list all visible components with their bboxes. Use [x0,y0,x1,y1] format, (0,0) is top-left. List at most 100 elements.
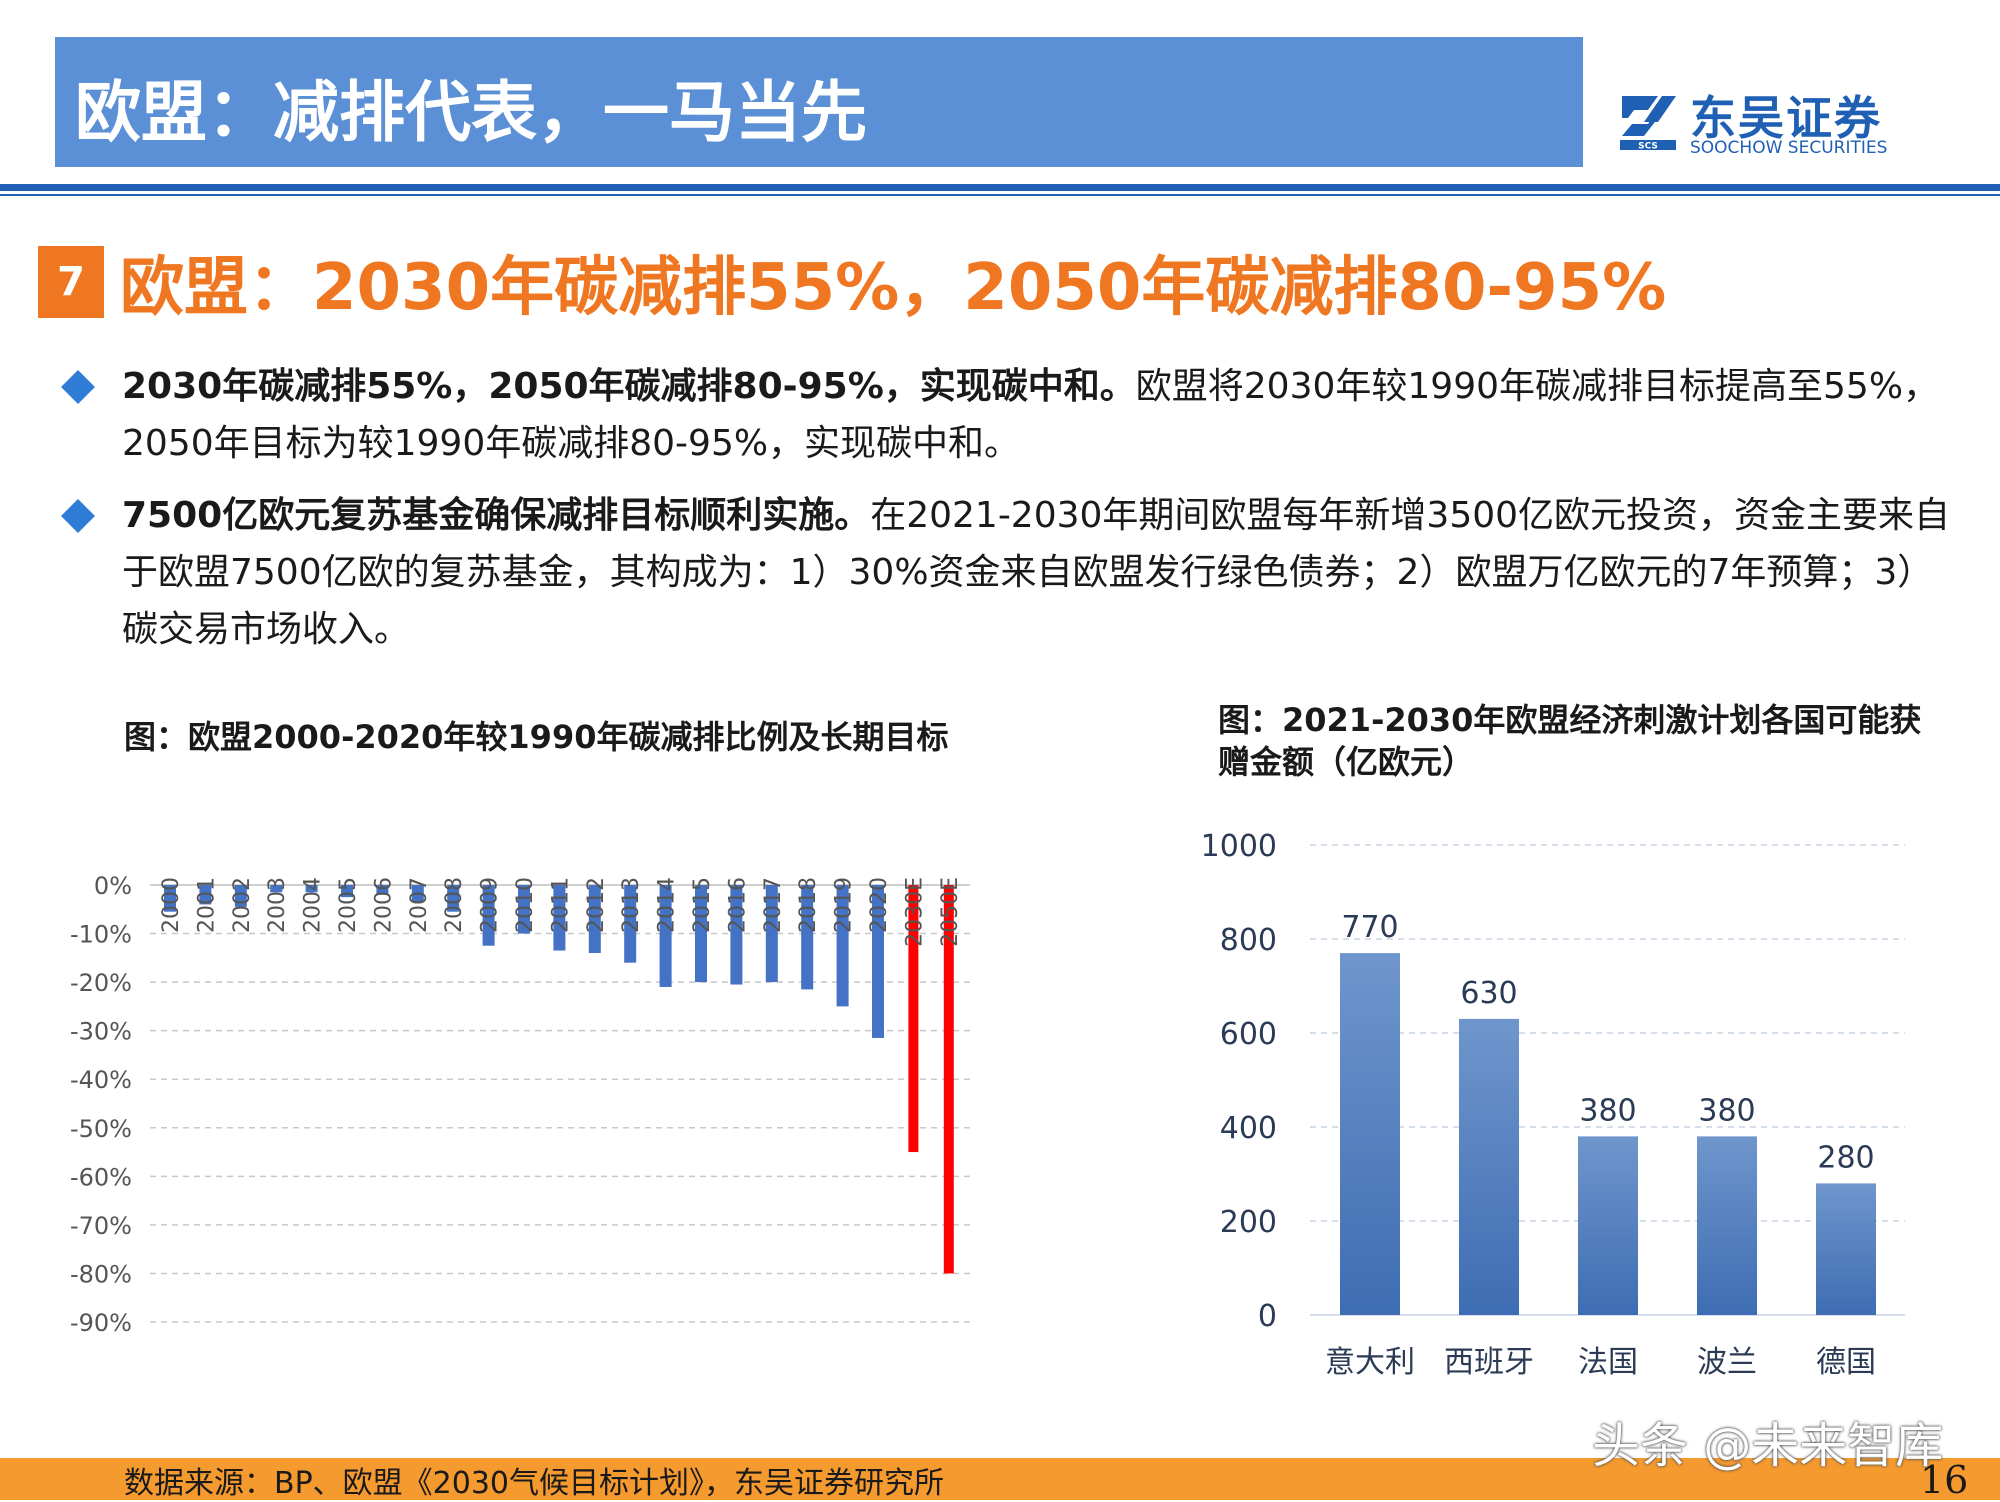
chart-2-data-label: 770 [1341,910,1398,945]
chart-1-y-tick: -30% [70,1018,132,1046]
watermark: 头条 @未来智库 [1592,1418,1944,1474]
chart-1-bar [588,885,601,953]
chart-1-x-tick: 2011 [548,877,573,933]
chart-1-bar [943,885,954,1274]
chart-1-x-tick: 2018 [796,877,821,933]
chart-1-x-tick: 2010 [513,877,538,933]
chart-1-bar [624,885,637,963]
bullet-1-lead: 2030年碳减排55%，2050年碳减排80-95%，实现碳中和。 [122,366,1136,407]
chart-1-y-tick: -90% [70,1309,132,1337]
chart-1-y-tick: -20% [70,969,132,997]
chart-2-y-tick: 400 [1220,1111,1277,1146]
chart-1-x-tick: 2001 [194,877,219,933]
bullet-paragraph-1: 2030年碳减排55%，2050年碳减排80-95%，实现碳中和。欧盟将2030… [122,358,1952,472]
chart-2-data-label: 630 [1460,976,1517,1011]
section-title: 欧盟：2030年碳减排55%，2050年碳减排80-95% [120,251,1667,325]
chart-1-bar [659,885,672,987]
chart-2-y-tick: 600 [1220,1017,1277,1052]
chart-1-bar [836,885,849,1007]
chart-1-y-tick: -50% [70,1115,132,1143]
bullet-diamond-icon [61,370,95,404]
chart-2-bar [1697,1136,1757,1315]
chart-2-bar [1816,1183,1876,1315]
chart-1-x-tick: 2019 [832,877,857,933]
chart-1-bar [447,885,460,912]
chart-1-y-tick: 0% [94,872,132,900]
chart-2-country-grants: 0 200 400 600 800 1000 770 意大利 630 西班牙 380 法国 380 波兰 2… [1201,829,1905,1380]
chart-1-x-tick: 2050E [938,877,963,947]
chart-1-bar [199,885,212,905]
page-title: 欧盟：减排代表，一马当先 [75,74,867,151]
chart-2-title: 图：2021-2030年欧盟经济刺激计划各国可能获赠金额（亿欧元） [1218,701,1922,781]
chart-2-x-tick: 德国 [1816,1345,1876,1380]
chart-1-bar [872,885,884,1038]
title-bar: 欧盟：减排代表，一马当先 [55,37,1583,167]
chart-1-x-tick: 2008 [442,877,467,933]
bullet-2-lead: 7500亿欧元复苏基金确保减排目标顺利实施。 [122,495,871,536]
chart-1-bar [305,885,318,893]
chart-1-bar [730,885,743,985]
chart-1-bar [376,885,389,895]
chart-1-y-tick: -10% [70,921,132,949]
chart-2-x-tick: 法国 [1578,1345,1638,1380]
chart-1-y-tick: -80% [70,1260,132,1288]
chart-1-x-tick: 2015 [690,877,715,933]
footer-bar [0,1458,2000,1500]
chart-1-eu-emission-reduction: 0% -10% -20% -30% -40% -50% -60% -70% -80% -90% 20… [70,872,970,1337]
chart-2-data-label: 380 [1579,1093,1636,1128]
bullet-diamond-icon [61,499,95,533]
chart-1-x-tick: 2003 [265,877,290,933]
page-number: 16 [1920,1458,1969,1502]
chart-1-x-tick: 2030E [902,877,927,947]
chart-1-y-tick: -70% [70,1212,132,1240]
chart-2-bar [1340,953,1400,1315]
logo-abbr: SCS [1638,142,1658,152]
chart-1-x-tick: 2012 [584,877,609,933]
chart-2-data-label: 280 [1817,1140,1874,1175]
chart-2-data-label: 380 [1698,1093,1755,1128]
logo-chinese-name: 东吴证券 [1690,91,1882,145]
bullet-1-body: 欧盟将2030年较1990年碳减排目标提高至55%，2050年目标为较1990年… [122,366,1940,464]
section-number: 7 [38,246,104,318]
data-source: 数据来源：BP、欧盟《2030气候目标计划》，东吴证券研究所 [124,1466,945,1501]
chart-1-bar [518,885,530,934]
chart-1-x-tick: 2002 [230,877,255,933]
chart-2-x-tick: 波兰 [1697,1345,1757,1380]
chart-1-x-tick: 2000 [159,877,184,933]
chart-1-bar [908,885,919,1153]
chart-1-bar [801,885,814,990]
header-divider [0,184,2000,191]
bullet-2-body: 在2021-2030年期间欧盟每年新增3500亿欧元投资，资金主要来自于欧盟75… [122,495,1951,650]
chart-2-x-tick: 西班牙 [1444,1345,1534,1380]
company-logo: SCS 东吴证券 SOOCHOW SECURITIES [1618,88,1918,158]
chart-1-title: 图：欧盟2000-2020年较1990年碳减排比例及长期目标 [124,718,949,756]
chart-1-x-tick: 2013 [619,877,644,933]
chart-1-bar [164,885,176,912]
chart-2-y-tick: 0 [1258,1299,1277,1334]
header-divider-thin [0,194,2000,196]
chart-1-x-tick: 2007 [407,877,432,933]
chart-1-bar [234,885,247,907]
chart-1-bar [411,885,424,902]
bullet-paragraph-2: 7500亿欧元复苏基金确保减排目标顺利实施。在2021-2030年期间欧盟每年新… [122,487,1952,658]
chart-1-x-tick: 2017 [761,877,786,933]
chart-1-y-tick: -40% [70,1066,132,1094]
chart-1-bar [270,885,283,893]
chart-1-x-tick: 2006 [371,877,396,933]
logo-english-name: SOOCHOW SECURITIES [1690,138,1888,158]
chart-2-y-tick: 1000 [1201,829,1277,864]
chart-1-y-tick: -60% [70,1163,132,1191]
chart-1-bar [482,885,495,946]
chart-2-bar [1459,1018,1519,1315]
chart-1-x-tick: 2005 [336,877,361,933]
chart-2-x-tick: 意大利 [1325,1345,1415,1380]
chart-1-bar [341,885,353,898]
chart-1-x-tick: 2009 [478,877,503,933]
chart-2-y-tick: 800 [1220,923,1277,958]
chart-2-y-tick: 200 [1220,1205,1277,1240]
chart-1-bar [553,885,566,951]
soochow-logo-icon: SCS [1620,96,1676,152]
chart-1-x-tick: 2004 [301,877,326,933]
chart-1-bar [695,885,707,983]
chart-1-x-tick: 2016 [725,877,750,933]
